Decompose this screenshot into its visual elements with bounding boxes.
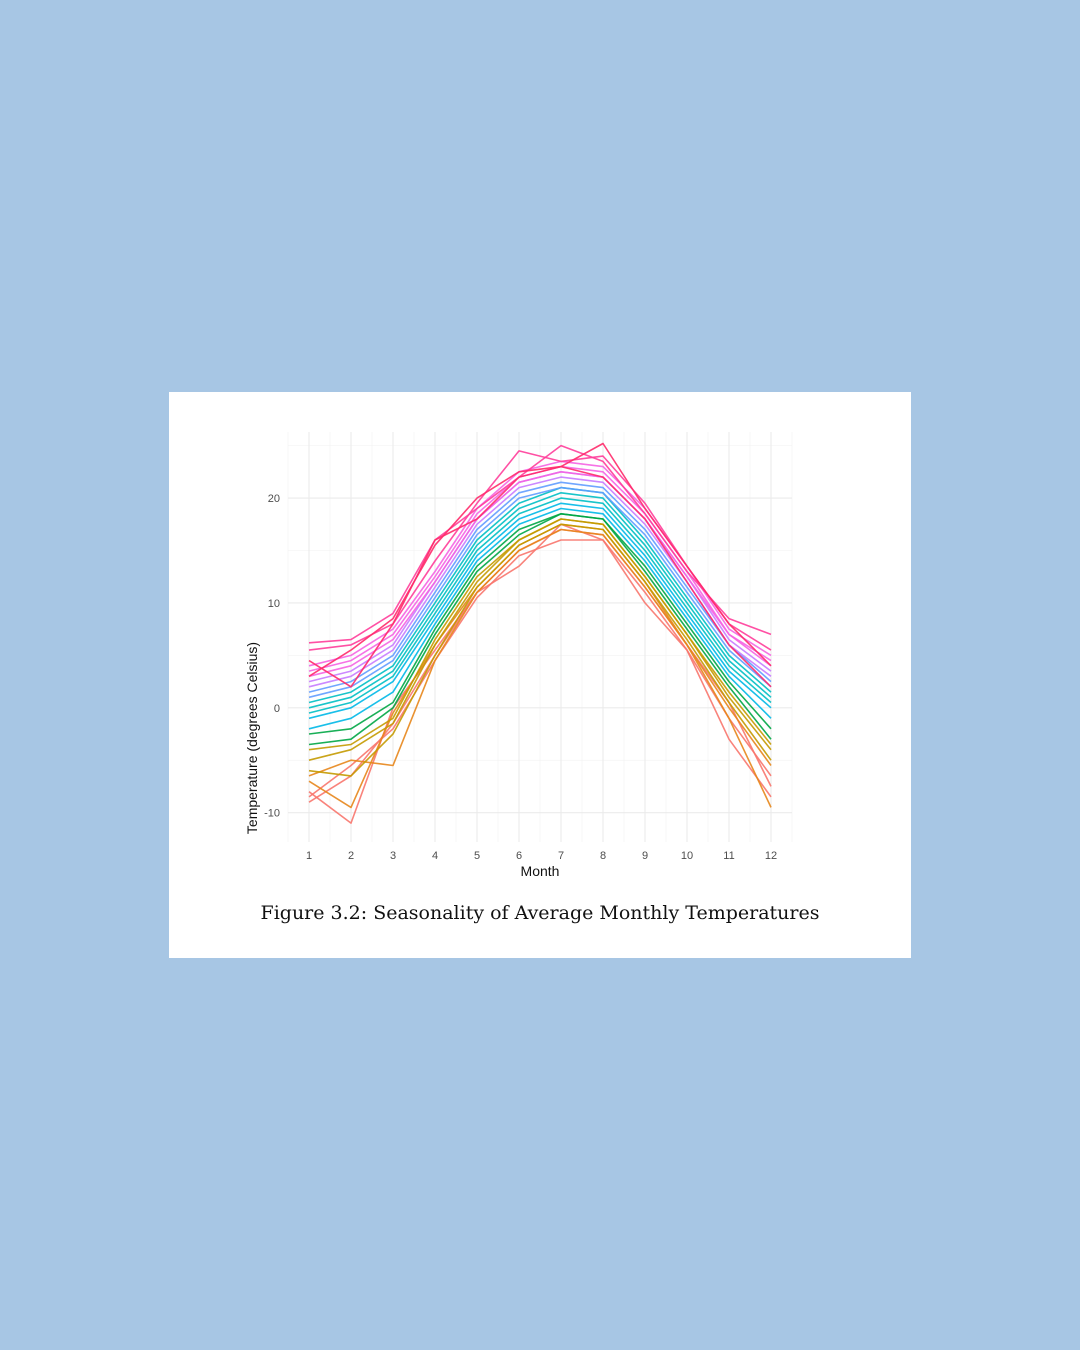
series-line <box>308 502 772 720</box>
series-line <box>308 523 772 777</box>
series-line <box>308 513 772 746</box>
figure-card: -10 0 10 20 1 2 3 4 5 6 7 8 9 10 11 12 Month Temperatu… <box>169 392 911 958</box>
series-line <box>308 442 772 677</box>
y-tick-label: 20 <box>268 493 280 505</box>
series-lines <box>308 442 772 824</box>
series-line <box>308 444 772 644</box>
x-tick-label: 8 <box>600 850 606 862</box>
x-tick-label: 12 <box>765 850 777 862</box>
x-tick-label: 2 <box>348 850 354 862</box>
x-tick-label: 10 <box>681 850 693 862</box>
series-line <box>308 497 772 714</box>
x-tick-label: 11 <box>723 850 734 862</box>
series-line <box>308 465 772 688</box>
x-tick-label: 9 <box>642 850 648 862</box>
series-line <box>308 486 772 704</box>
x-tick-label: 1 <box>306 850 312 862</box>
x-tick-label: 4 <box>432 850 438 862</box>
x-tick-label: 6 <box>516 850 522 862</box>
y-axis-title: Temperature (degrees Celsius) <box>244 642 260 834</box>
x-axis-title: Month <box>521 863 560 879</box>
series-line <box>308 539 772 798</box>
x-tick-labels: 1 2 3 4 5 6 7 8 9 10 11 12 <box>306 850 777 862</box>
series-line <box>308 518 772 751</box>
series-line <box>308 486 772 699</box>
series-line <box>308 528 772 808</box>
figure-caption: Figure 3.2: Seasonality of Average Month… <box>260 902 820 924</box>
y-tick-label: 0 <box>274 703 280 715</box>
y-tick-label: -10 <box>264 808 280 820</box>
series-line <box>308 492 772 709</box>
y-tick-labels: -10 0 10 20 <box>264 493 280 820</box>
y-tick-label: 10 <box>268 598 280 610</box>
x-tick-label: 5 <box>474 850 480 862</box>
x-tick-label: 7 <box>558 850 564 862</box>
series-line <box>308 471 772 678</box>
series-line <box>308 513 772 735</box>
x-tick-label: 3 <box>390 850 396 862</box>
series-line <box>308 507 772 730</box>
major-gridlines <box>288 432 792 842</box>
series-line <box>308 481 772 693</box>
